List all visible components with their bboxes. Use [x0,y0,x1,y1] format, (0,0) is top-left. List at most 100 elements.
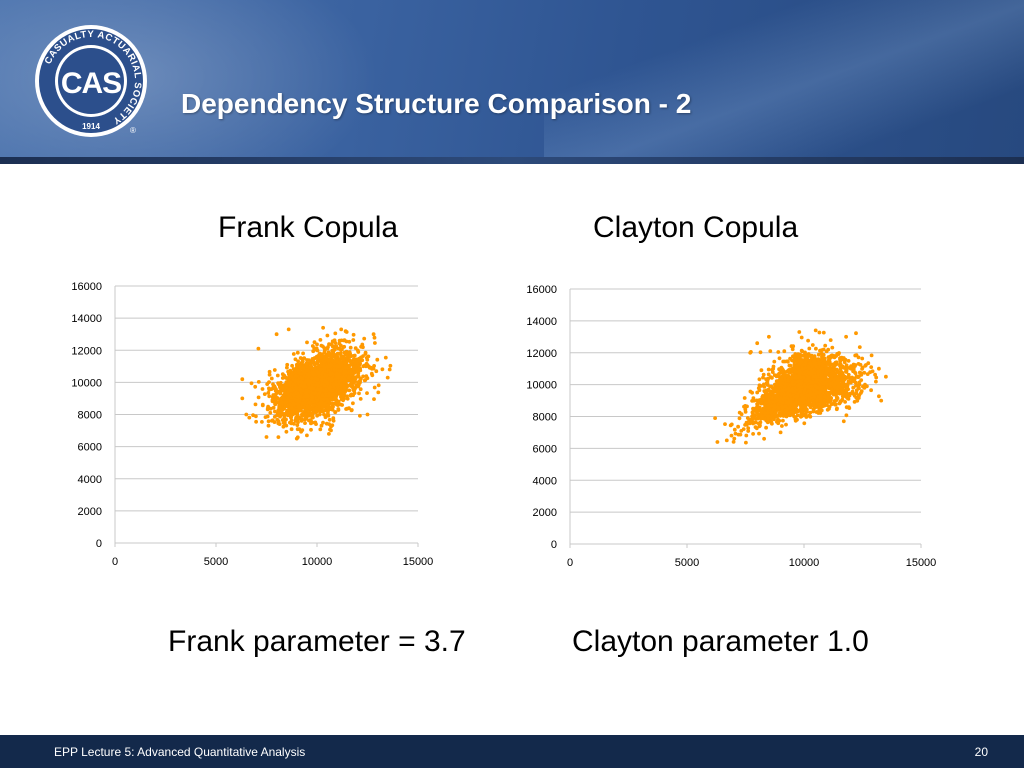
data-point [289,427,294,432]
data-point [265,382,270,386]
data-point [320,375,324,379]
data-point [349,408,354,413]
data-point [758,350,763,355]
data-point [759,368,764,373]
data-point [387,367,392,372]
data-point [833,363,838,367]
data-point [358,413,362,418]
data-point [834,402,838,407]
data-point [846,359,851,363]
data-point [802,421,807,426]
data-point [777,371,782,376]
data-point [333,331,338,336]
data-point [844,413,849,418]
data-point [865,372,870,376]
data-point [816,370,821,374]
data-point [269,376,274,381]
cas-logo: CASUALTY ACTUARIAL SOCIETY CAS 1914 ® [35,25,147,137]
data-point [854,331,858,336]
x-tick-label: 10000 [302,556,333,568]
data-point [347,339,352,344]
header-divider [0,157,1024,164]
data-point [388,363,393,368]
data-point [830,345,835,350]
data-point [371,332,376,337]
data-point [336,382,340,387]
data-point [762,436,766,441]
data-point [289,373,294,378]
data-point [253,402,258,407]
data-point [832,385,837,390]
data-point [842,390,847,394]
data-point [323,392,328,396]
data-point [836,381,841,386]
data-point [300,376,305,381]
data-point [340,403,344,407]
data-point [877,394,881,399]
data-point [832,399,837,403]
data-point [340,375,344,380]
data-point [334,373,339,378]
data-point [736,424,740,429]
data-point [353,379,357,383]
data-point [307,412,312,416]
y-tick-label: 12000 [71,345,102,357]
data-point [776,350,781,354]
data-point [800,367,804,371]
data-point [278,385,283,390]
x-tick-label: 15000 [403,556,434,568]
data-point [366,364,371,369]
data-point [344,360,349,365]
data-point [312,379,317,384]
slide-header: CASUALTY ACTUARIAL SOCIETY CAS 1914 ® De… [0,0,1024,157]
data-point [863,382,867,387]
data-point [777,356,782,361]
data-point [331,404,335,409]
data-point [303,416,308,420]
data-point [253,384,258,389]
data-point [822,403,827,408]
data-point [300,401,305,406]
data-point [283,375,288,380]
data-point [315,413,319,418]
data-point [340,347,344,352]
data-point [793,370,798,374]
data-point [863,363,868,368]
data-point [788,394,793,398]
y-tick-label: 2000 [533,507,557,519]
data-point [343,353,348,357]
data-point [341,398,345,403]
data-point [759,410,763,414]
data-point [829,396,833,401]
data-point [859,378,864,382]
data-point [748,417,753,422]
data-point [829,376,834,381]
data-point [327,432,331,436]
data-point [289,421,294,426]
data-point [763,391,768,396]
data-point [874,375,879,380]
data-point [350,361,354,366]
data-point [779,377,783,382]
data-point [370,373,375,378]
data-point [329,363,333,367]
data-point [296,359,300,364]
data-point [321,367,326,371]
data-point [323,414,328,419]
data-point [856,355,861,360]
data-point [325,398,330,403]
x-tick-label: 5000 [204,556,228,568]
data-point [324,403,329,407]
data-point [794,364,799,369]
data-point [300,380,304,385]
data-point [244,412,249,417]
data-point [363,352,368,356]
data-point [793,353,797,358]
data-point [778,413,783,418]
data-point [795,408,800,413]
data-point [792,389,797,394]
data-point [853,363,858,367]
data-point [275,396,280,400]
data-point [315,369,319,374]
data-point [276,419,281,424]
